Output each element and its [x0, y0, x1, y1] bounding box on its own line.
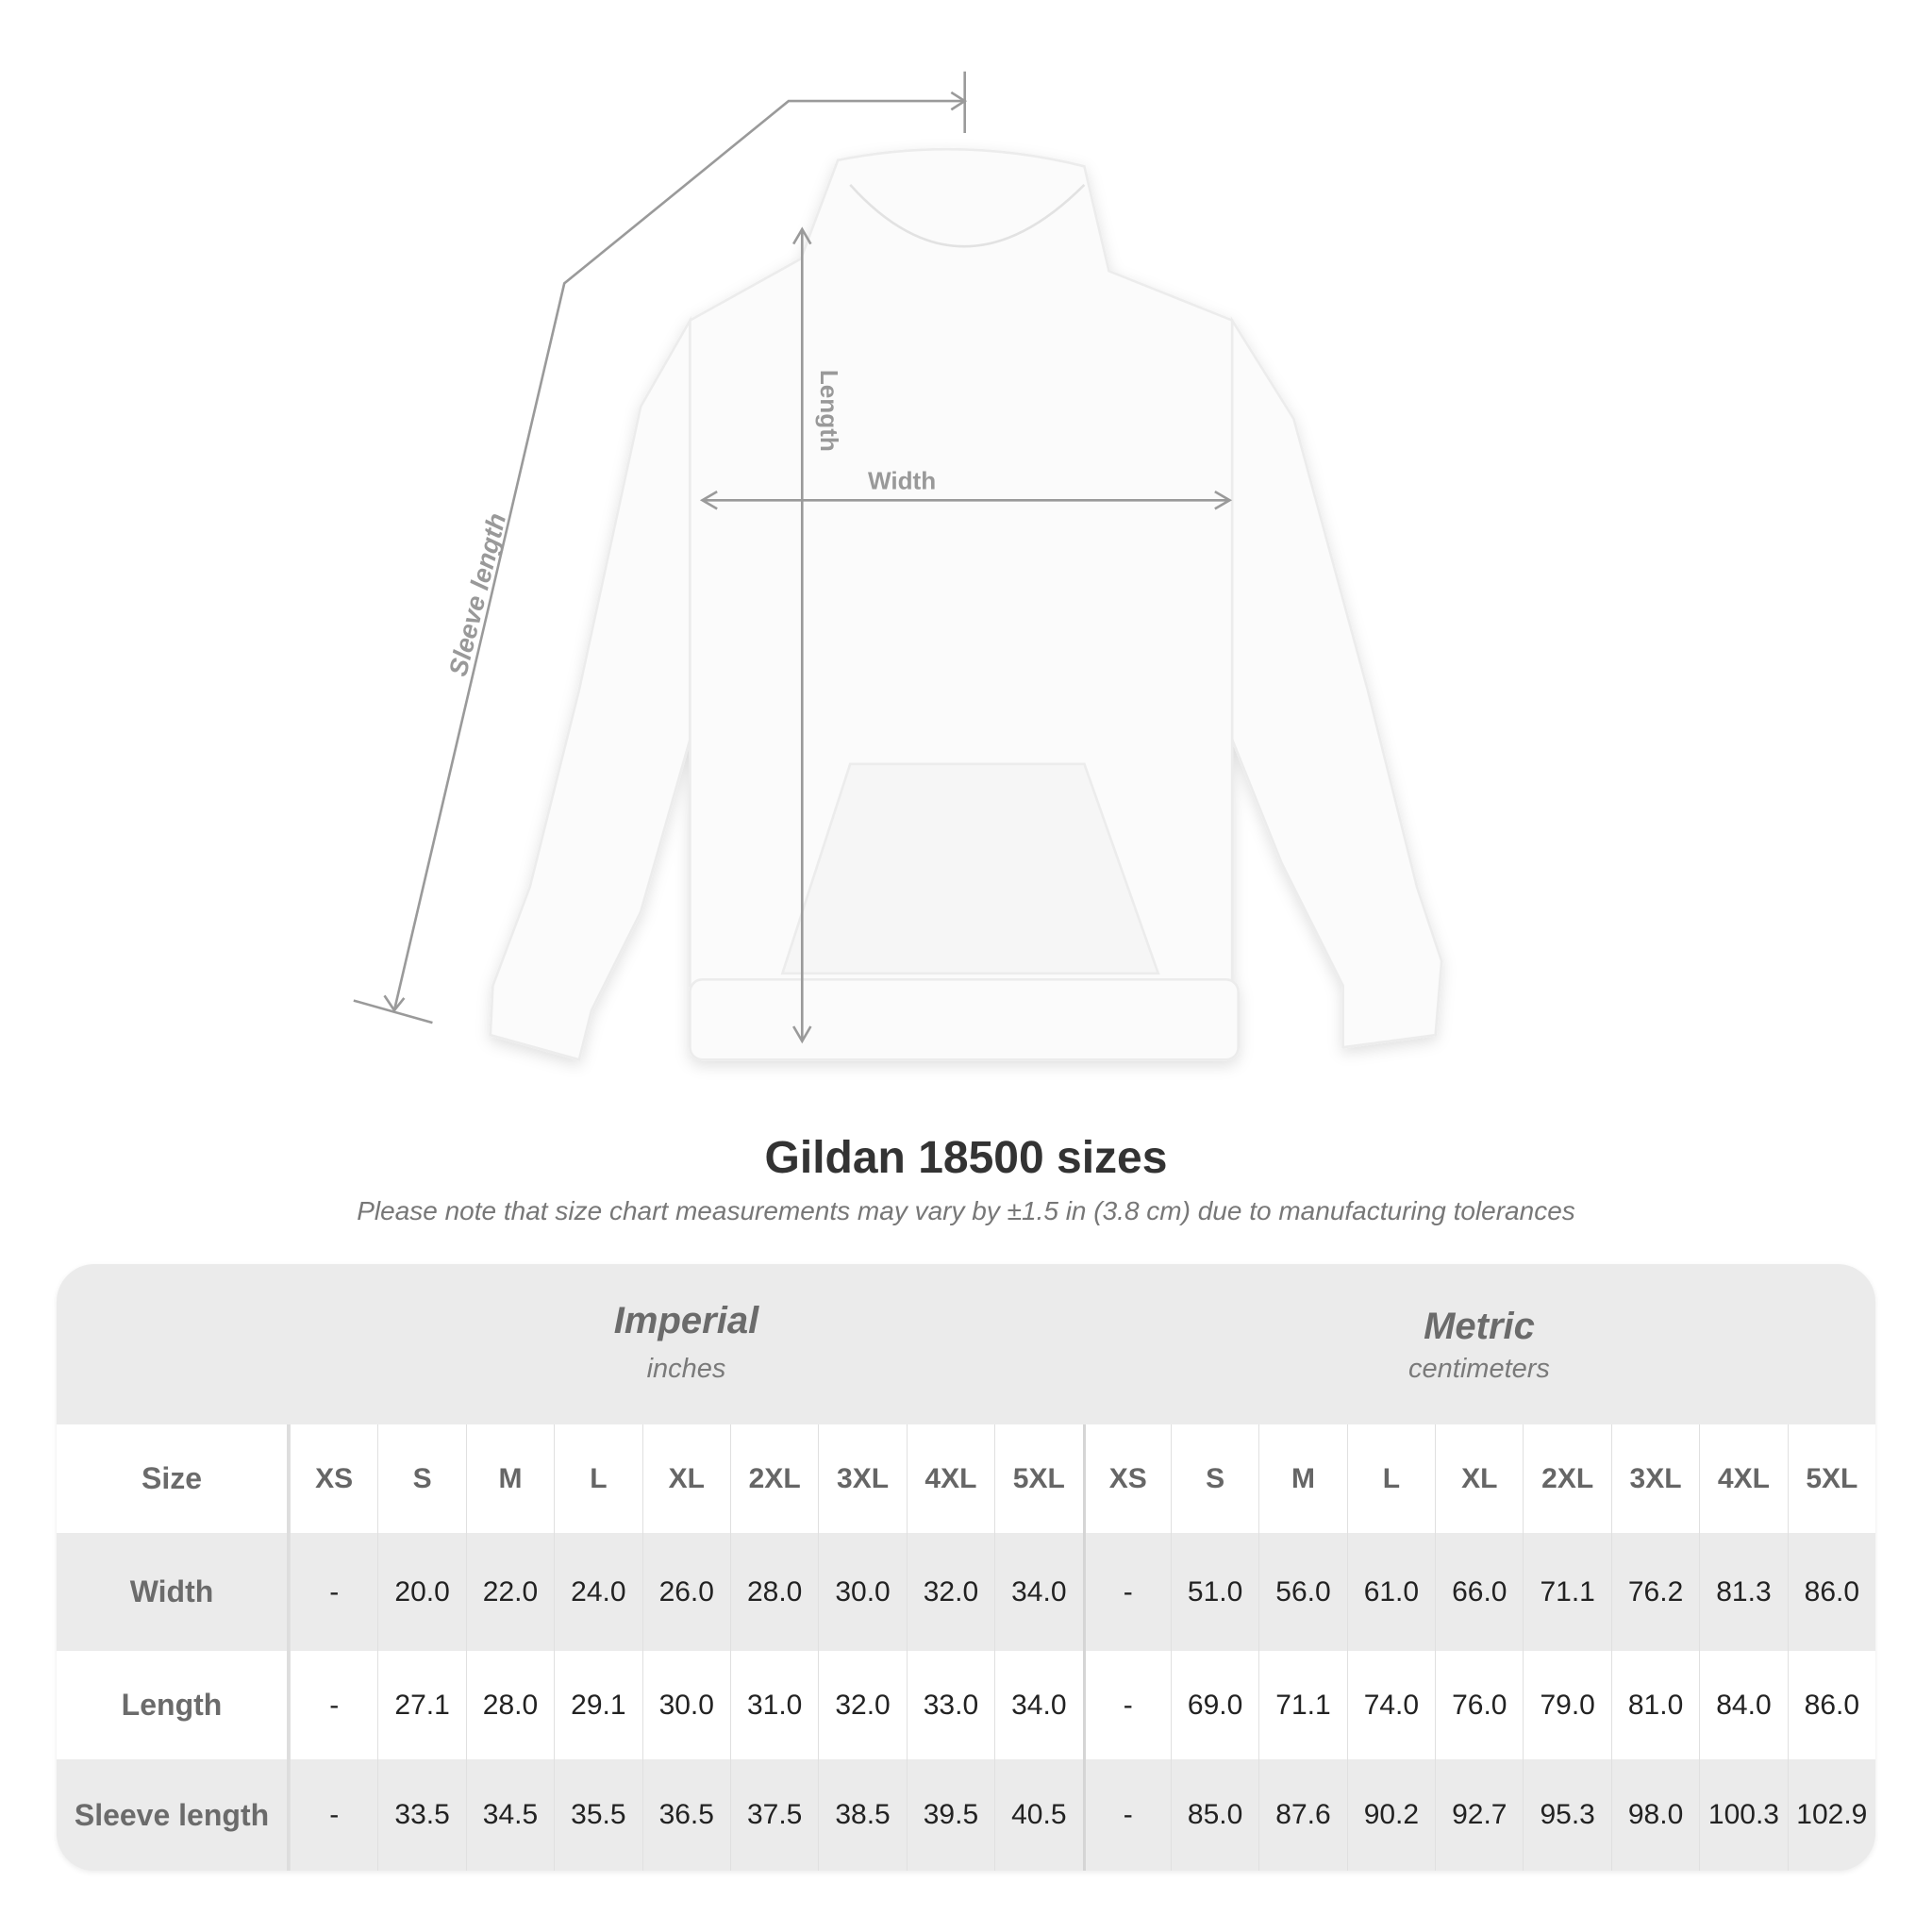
table-row: Sleeve length -33.5 34.5 35.5 36.5 37.5 38.5 39…	[57, 1759, 1875, 1871]
value-cell: 22.0	[465, 1533, 554, 1651]
value-cell: 26.0	[641, 1533, 730, 1651]
value-cell: 51.0	[1170, 1533, 1258, 1651]
size-header-cell: S	[1170, 1424, 1258, 1533]
size-header-cell: 4XL	[906, 1424, 994, 1533]
value-cell: -	[290, 1533, 377, 1651]
value-cell: 79.0	[1523, 1651, 1610, 1759]
page-title: Gildan 18500 sizes	[764, 1133, 1168, 1183]
value-cell: 76.0	[1435, 1651, 1523, 1759]
value-cell: 86.0	[1787, 1651, 1875, 1759]
sleeve-length-label: Sleeve length	[442, 510, 511, 679]
row-label: Length	[57, 1651, 290, 1759]
value-cell: 86.0	[1787, 1533, 1875, 1651]
value-cell: 84.0	[1699, 1651, 1787, 1759]
value-cell: 30.0	[641, 1651, 730, 1759]
size-header-cell: M	[465, 1424, 554, 1533]
table-row: Width -20.0 22.0 24.0 26.0 28.0 30.0 32.0 34.0-5…	[57, 1533, 1875, 1651]
value-cell: 33.5	[377, 1759, 465, 1871]
value-cell: 92.7	[1435, 1759, 1523, 1871]
value-cell: 85.0	[1170, 1759, 1258, 1871]
value-cell: -	[290, 1651, 377, 1759]
size-header-cell: XS	[1082, 1424, 1171, 1533]
size-header-cell: 5XL	[1787, 1424, 1875, 1533]
size-header-cell: 4XL	[1699, 1424, 1787, 1533]
group-unit: inches	[646, 1354, 726, 1384]
table-row: Length -27.1 28.0 29.1 30.0 31.0 32.0 33.0 34.0-…	[57, 1651, 1875, 1759]
value-cell: -	[1082, 1651, 1171, 1759]
value-cell: 38.5	[818, 1759, 906, 1871]
value-cell: 28.0	[465, 1651, 554, 1759]
group-name: Imperial	[613, 1300, 759, 1341]
tolerance-note: Please note that size chart measurements…	[357, 1196, 1575, 1225]
size-label: Size	[57, 1424, 290, 1533]
group-unit: centimeters	[1408, 1354, 1550, 1384]
value-cell: 90.2	[1346, 1759, 1435, 1871]
value-cell: 74.0	[1346, 1651, 1435, 1759]
value-cell: 20.0	[377, 1533, 465, 1651]
value-cell: 71.1	[1523, 1533, 1610, 1651]
size-header-cell: 2XL	[729, 1424, 818, 1533]
value-cell: 81.3	[1699, 1533, 1787, 1651]
size-header-cell: 2XL	[1523, 1424, 1610, 1533]
value-cell: 27.1	[377, 1651, 465, 1759]
metric-group-header: Metric centimeters	[1083, 1264, 1875, 1424]
value-cell: 34.0	[994, 1533, 1082, 1651]
row-label: Sleeve length	[57, 1759, 290, 1871]
value-cell: 28.0	[729, 1533, 818, 1651]
size-header-cell: XS	[290, 1424, 377, 1533]
imperial-group-header: Imperial inches	[290, 1264, 1083, 1424]
value-cell: 39.5	[906, 1759, 994, 1871]
value-cell: 36.5	[641, 1759, 730, 1871]
value-cell: 34.5	[465, 1759, 554, 1871]
size-header-cell: M	[1258, 1424, 1346, 1533]
value-cell: 34.0	[994, 1651, 1082, 1759]
size-header-cell: L	[1346, 1424, 1435, 1533]
value-cell: 33.0	[906, 1651, 994, 1759]
size-header-cell: 5XL	[994, 1424, 1082, 1533]
value-cell: 76.2	[1610, 1533, 1699, 1651]
value-cell: 71.1	[1258, 1651, 1346, 1759]
value-cell: 40.5	[994, 1759, 1082, 1871]
value-cell: 29.1	[554, 1651, 641, 1759]
size-chart-table: Imperial inches Metric centimeters Size …	[57, 1264, 1875, 1871]
value-cell: 31.0	[729, 1651, 818, 1759]
value-cell: 100.3	[1699, 1759, 1787, 1871]
measurement-lines	[353, 71, 1233, 1044]
value-cell: 61.0	[1346, 1533, 1435, 1651]
hoodie-measurement-diagram: Sleeve length Length Width	[353, 71, 1443, 1061]
group-name: Metric	[1424, 1306, 1535, 1347]
size-header-cell: XL	[641, 1424, 730, 1533]
value-cell: -	[1082, 1533, 1171, 1651]
size-header-cell: XL	[1435, 1424, 1523, 1533]
value-cell: 66.0	[1435, 1533, 1523, 1651]
value-cell: 69.0	[1170, 1651, 1258, 1759]
value-cell: 35.5	[554, 1759, 641, 1871]
value-cell: 81.0	[1610, 1651, 1699, 1759]
row-label: Width	[57, 1533, 290, 1651]
value-cell: 56.0	[1258, 1533, 1346, 1651]
value-cell: -	[290, 1759, 377, 1871]
value-cell: 30.0	[818, 1533, 906, 1651]
size-header-cell: L	[554, 1424, 641, 1533]
value-cell: 24.0	[554, 1533, 641, 1651]
hoodie-image	[489, 147, 1443, 1061]
width-label: Width	[868, 467, 936, 495]
value-cell: -	[1082, 1759, 1171, 1871]
value-cell: 32.0	[906, 1533, 994, 1651]
value-cell: 37.5	[729, 1759, 818, 1871]
size-header-row: Size XS S M L XL 2XL 3XL 4XL 5XL XS S M L XL 2XL 3XL 4XL…	[57, 1424, 1875, 1533]
value-cell: 32.0	[818, 1651, 906, 1759]
size-header-cell: 3XL	[818, 1424, 906, 1533]
value-cell: 95.3	[1523, 1759, 1610, 1871]
value-cell: 98.0	[1610, 1759, 1699, 1871]
value-cell: 102.9	[1787, 1759, 1875, 1871]
value-cell: 87.6	[1258, 1759, 1346, 1871]
length-label: Length	[815, 370, 843, 452]
size-header-cell: 3XL	[1610, 1424, 1699, 1533]
size-header-cell: S	[377, 1424, 465, 1533]
